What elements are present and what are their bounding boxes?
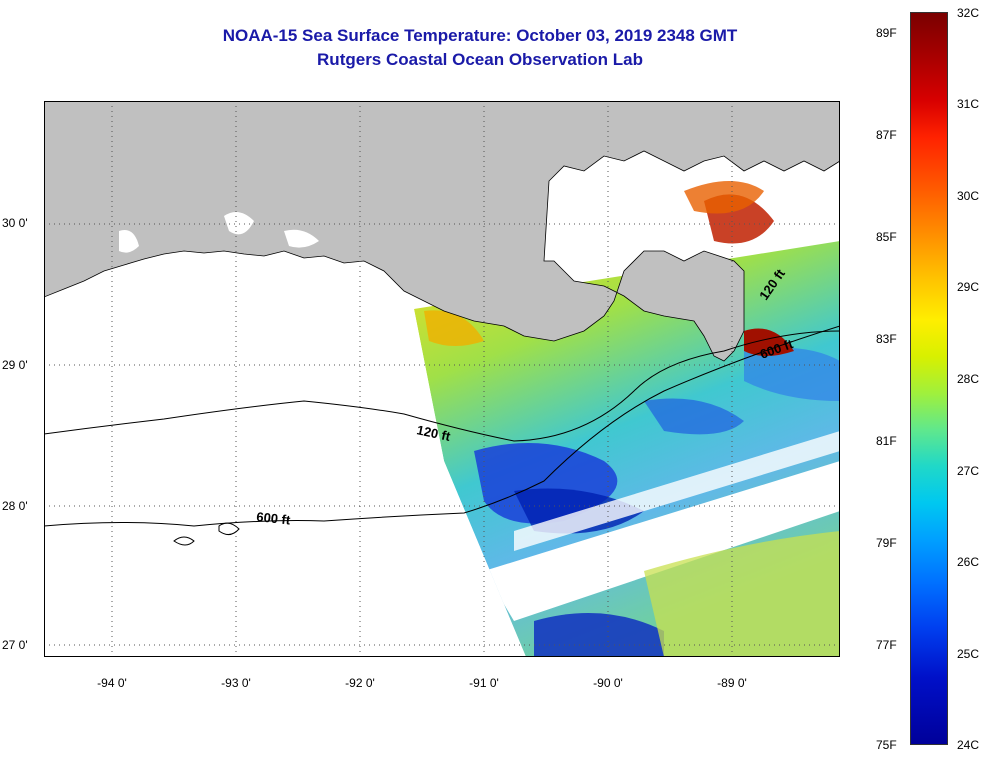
lon-label-92: -92 0'	[345, 676, 375, 690]
isobath-label-120-west: 120 ft	[415, 422, 452, 444]
colorbar-f-label: 85F	[876, 230, 897, 244]
lon-label-89: -89 0'	[717, 676, 747, 690]
colorbar-c-label: 24C	[957, 738, 980, 752]
lat-label-29: 29 0'	[2, 358, 28, 372]
map-subtitle: Rutgers Coastal Ocean Observation Lab	[317, 50, 643, 69]
map-title: NOAA-15 Sea Surface Temperature: October…	[222, 26, 738, 45]
colorbar	[910, 12, 948, 745]
colorbar-f-label: 77F	[876, 638, 897, 652]
colorbar-c-label: 29C	[957, 280, 980, 294]
colorbar-c-label: 26C	[957, 555, 980, 569]
colorbar-c-label: 27C	[957, 464, 980, 478]
lon-label-93: -93 0'	[221, 676, 251, 690]
colorbar-f-label: 79F	[876, 536, 897, 550]
colorbar-c-label: 32C	[957, 6, 980, 20]
land-mass	[44, 101, 840, 362]
colorbar-c-label: 25C	[957, 647, 980, 661]
colorbar-f-label: 87F	[876, 128, 897, 142]
lake	[119, 230, 139, 253]
colorbar-f-label: 81F	[876, 434, 897, 448]
sst-map: 120 ft 600 ft 120 ft 600 ft	[44, 101, 840, 657]
lat-label-27: 27 0'	[2, 638, 28, 652]
colorbar-c-label: 31C	[957, 97, 980, 111]
colorbar-f-label: 83F	[876, 332, 897, 346]
isobaths	[44, 325, 840, 546]
colorbar-c-label: 28C	[957, 372, 980, 386]
lat-label-30: 30 0'	[2, 216, 28, 230]
lon-label-91: -91 0'	[469, 676, 499, 690]
lake	[224, 212, 254, 235]
lake	[284, 229, 319, 248]
map-frame	[44, 101, 840, 657]
colorbar-f-label: 75F	[876, 738, 897, 752]
lon-label-94: -94 0'	[97, 676, 127, 690]
colorbar-f-label: 89F	[876, 26, 897, 40]
lat-label-28: 28 0'	[2, 499, 28, 513]
lon-label-90: -90 0'	[593, 676, 623, 690]
isobath-label-600-west: 600 ft	[256, 509, 292, 528]
colorbar-c-label: 30C	[957, 189, 980, 203]
